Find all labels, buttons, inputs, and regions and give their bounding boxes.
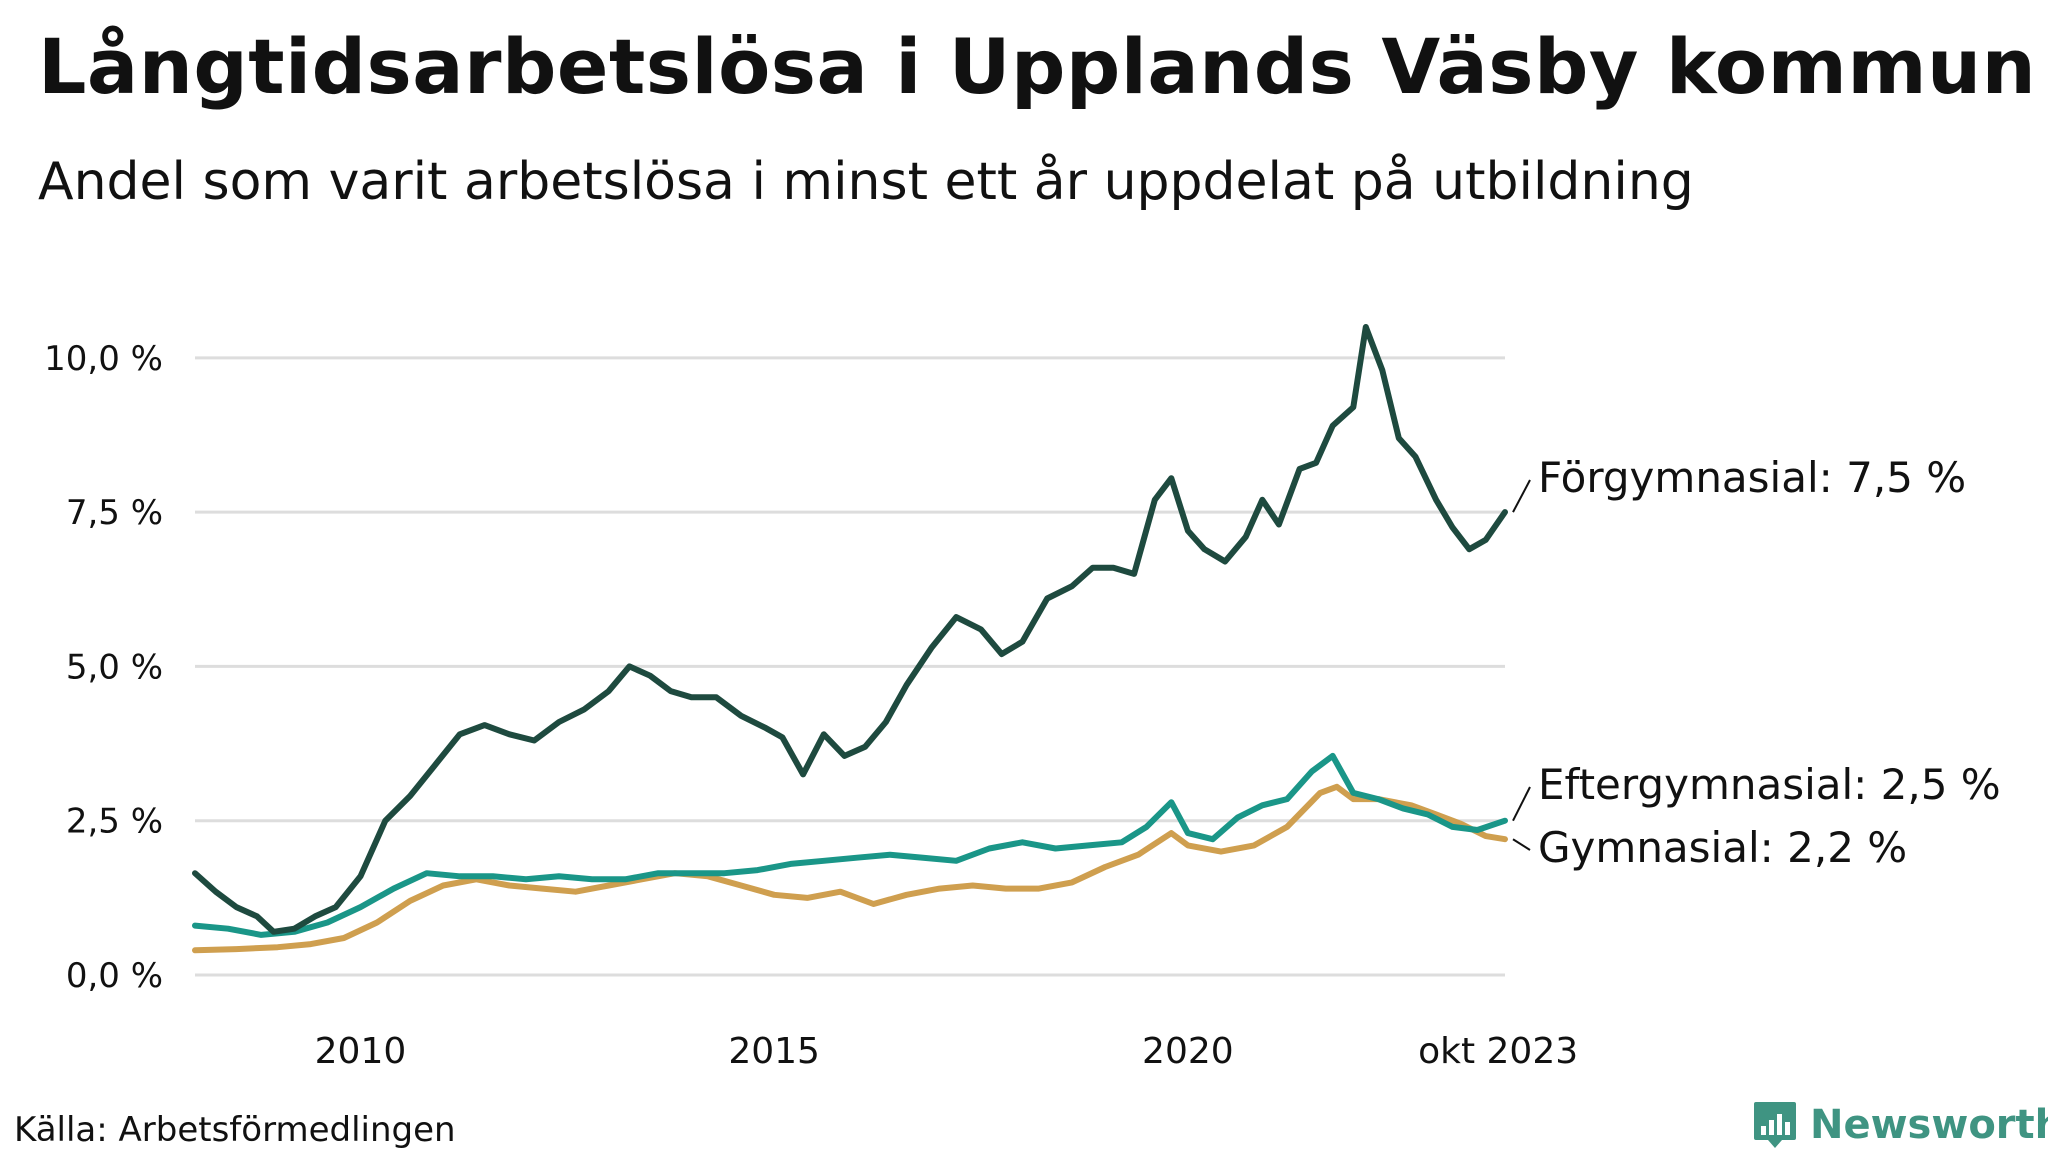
y-tick-label: 10,0 % <box>44 339 163 379</box>
label-eftergymnasial: Eftergymnasial: 2,5 % <box>1538 760 2001 809</box>
chart-subtitle: Andel som varit arbetslösa i minst ett å… <box>38 152 1694 212</box>
y-axis-ticks: 0,0 % 2,5 % 5,0 % 7,5 % 10,0 % <box>44 339 163 996</box>
grid-lines <box>195 356 1505 977</box>
brand-name: Newsworthy <box>1810 1102 2048 1148</box>
label-gymnasial: Gymnasial: 2,2 % <box>1538 823 1907 872</box>
bar-chart-badge-icon <box>1754 1102 1796 1148</box>
leader-line <box>1512 786 1531 822</box>
x-tick-label: 2010 <box>315 1031 407 1072</box>
series-labels: Förgymnasial: 7,5 % Eftergymnasial: 2,5 %… <box>1512 453 2001 872</box>
y-tick-label: 5,0 % <box>66 647 163 687</box>
x-tick-label: 2015 <box>728 1031 820 1072</box>
brand-logo: Newsworthy <box>1752 1100 2048 1150</box>
leader-line <box>1512 838 1531 851</box>
series-line-gymnasial <box>192 783 1508 954</box>
chart-title: Långtidsarbetslösa i Upplands Väsby komm… <box>38 22 2037 111</box>
y-tick-label: 7,5 % <box>66 493 163 533</box>
y-tick-label: 2,5 % <box>66 802 163 842</box>
source-note: Källa: Arbetsförmedlingen <box>14 1110 456 1150</box>
series-line-förgymnasial <box>192 324 1508 935</box>
leader-line <box>1512 479 1531 513</box>
x-tick-label: 2020 <box>1142 1031 1234 1072</box>
x-tick-label: okt 2023 <box>1418 1031 1578 1072</box>
x-axis-ticks: 2010 2015 2020 okt 2023 <box>315 1031 1578 1072</box>
label-forgymnasial: Förgymnasial: 7,5 % <box>1538 453 1966 502</box>
series-line-eftergymnasial <box>192 752 1508 938</box>
series-lines <box>192 324 1508 954</box>
y-tick-label: 0,0 % <box>66 956 163 996</box>
